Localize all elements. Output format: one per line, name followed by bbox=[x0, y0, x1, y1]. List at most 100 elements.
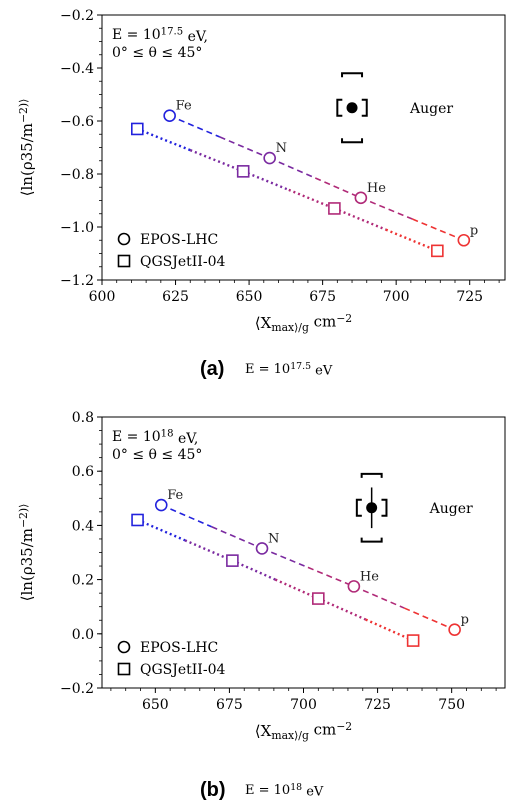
series-line-segment bbox=[385, 228, 438, 252]
point-label: He bbox=[360, 569, 379, 584]
energy-annotation: E = 1017.5​ eV, bbox=[112, 26, 208, 44]
angle-annotation: 0° ≤ θ ≤ 45° bbox=[112, 45, 202, 61]
energy-annotation: E = 1018​ eV, bbox=[112, 428, 198, 446]
y-axis-label: ⟨ln(ρ35/m−2)⟩​ bbox=[17, 99, 36, 197]
series-line-segment bbox=[353, 585, 405, 609]
chart-panel-0: 600 625 650 675 700 725 −1.2 −1.0 −0.8 −0.6 −0.4 −0… bbox=[17, 8, 506, 380]
series-line-segment bbox=[403, 607, 455, 631]
auger-label: Auger bbox=[429, 501, 473, 517]
auger-point bbox=[366, 502, 378, 514]
data-point-square bbox=[406, 634, 420, 647]
series-line-segment bbox=[412, 218, 465, 241]
series-line-segment bbox=[317, 597, 367, 621]
y-tick-label: −1.0 bbox=[60, 220, 94, 236]
series-line-segment bbox=[231, 559, 276, 581]
y-tick-label: −0.2 bbox=[60, 8, 94, 24]
series-line-segment bbox=[169, 114, 220, 138]
data-point-circle bbox=[457, 233, 471, 247]
y-axis-label: ⟨ln(ρ35/m−2)⟩​ bbox=[17, 504, 36, 602]
point-label: Fe bbox=[176, 99, 192, 114]
x-tick-label: 650 bbox=[142, 697, 169, 713]
panel-caption: E = 1017.5​ eV bbox=[245, 361, 333, 379]
auger-point bbox=[346, 102, 358, 114]
data-point-circle bbox=[255, 542, 269, 555]
y-tick-label: 0.2 bbox=[72, 573, 94, 589]
data-point-circle bbox=[347, 580, 361, 593]
y-tick-label: −0.8 bbox=[60, 167, 94, 183]
legend-label: EPOS-LHC bbox=[140, 640, 218, 656]
auger-label: Auger bbox=[409, 101, 453, 117]
auger-sys-bracket-bottom bbox=[341, 138, 364, 144]
series-line-segment bbox=[269, 157, 316, 179]
panel-letter: (a) bbox=[200, 358, 224, 380]
x-tick-label: 625 bbox=[162, 289, 189, 305]
data-point-square bbox=[131, 513, 144, 527]
x-tick-label: 750 bbox=[438, 697, 465, 713]
y-tick-label: −0.6 bbox=[60, 114, 94, 130]
series-line-segment bbox=[137, 518, 186, 542]
legend-marker-circle bbox=[117, 640, 131, 654]
point-label: Fe bbox=[167, 488, 183, 503]
y-tick-label: 0.6 bbox=[72, 464, 94, 480]
y-tick-label: 0.0 bbox=[72, 627, 94, 643]
x-tick-label: 725 bbox=[364, 697, 391, 713]
data-point-circle bbox=[154, 498, 168, 512]
angle-annotation: 0° ≤ θ ≤ 45° bbox=[112, 447, 202, 463]
x-tick-label: 700 bbox=[383, 289, 410, 305]
data-point-circle bbox=[163, 109, 176, 122]
y-tick-label: −0.4 bbox=[60, 61, 94, 77]
auger-sys-bracket-left bbox=[336, 98, 343, 117]
y-tick-label: −0.2 bbox=[60, 681, 94, 697]
x-tick-label: 700 bbox=[290, 697, 317, 713]
auger-sys-bracket-left bbox=[355, 498, 362, 517]
series-line-segment bbox=[189, 149, 244, 173]
data-point-circle bbox=[354, 191, 368, 205]
chart-panel-1: 650 675 700 725 750 −0.2 0.0 0.2 0.4 0.6 0.8 ⟨Xmax⟩… bbox=[17, 410, 506, 801]
panel-caption: E = 1018​ eV bbox=[245, 782, 324, 800]
series-line-segment bbox=[160, 504, 212, 528]
auger-sys-bracket-top bbox=[341, 72, 364, 78]
point-label: p bbox=[470, 223, 478, 238]
legend-marker-circle bbox=[117, 232, 131, 246]
series-line-segment bbox=[307, 566, 355, 588]
legend-marker-square bbox=[117, 254, 131, 268]
series-line-segment bbox=[274, 578, 319, 600]
data-point-circle bbox=[448, 623, 461, 637]
y-tick-label: 0.4 bbox=[72, 518, 94, 534]
point-label: p bbox=[461, 613, 469, 628]
x-tick-label: 600 bbox=[89, 289, 116, 305]
data-point-square bbox=[236, 165, 250, 178]
legend-label: QGSJetII-04 bbox=[140, 254, 225, 270]
x-tick-label: 675 bbox=[309, 289, 336, 305]
x-axis-label: ⟨Xmax⟩/g​ cm−2​ bbox=[255, 720, 352, 742]
series-line-segment bbox=[184, 539, 233, 562]
data-point-circle bbox=[263, 151, 276, 165]
data-point-square bbox=[312, 592, 325, 605]
legend-label: EPOS-LHC bbox=[140, 232, 218, 248]
x-tick-label: 725 bbox=[456, 289, 483, 305]
series-line-segment bbox=[314, 177, 362, 199]
series-line-segment bbox=[333, 207, 387, 231]
series-line-segment bbox=[365, 618, 414, 642]
data-point-square bbox=[328, 202, 341, 215]
y-tick-label: 0.8 bbox=[72, 410, 94, 426]
series-line-segment bbox=[211, 526, 263, 550]
series-line-segment bbox=[136, 127, 191, 152]
x-tick-label: 650 bbox=[236, 289, 263, 305]
series-line-segment bbox=[242, 170, 290, 192]
series-line-segment bbox=[360, 197, 413, 220]
series-line-segment bbox=[288, 188, 335, 210]
x-axis-label: ⟨Xmax⟩/g​ cm−2​ bbox=[255, 312, 352, 334]
data-point-square bbox=[431, 244, 444, 258]
point-label: N bbox=[268, 531, 279, 546]
auger-sys-bracket-top bbox=[360, 472, 383, 478]
data-point-square bbox=[226, 554, 239, 567]
series-line-segment bbox=[261, 547, 309, 569]
auger-sys-bracket-bottom bbox=[360, 537, 383, 543]
auger-sys-bracket-right bbox=[361, 98, 368, 117]
legend-marker-square bbox=[117, 662, 131, 676]
auger-sys-bracket-right bbox=[381, 498, 388, 517]
point-label: N bbox=[276, 141, 287, 156]
legend-label: QGSJetII-04 bbox=[140, 662, 225, 678]
